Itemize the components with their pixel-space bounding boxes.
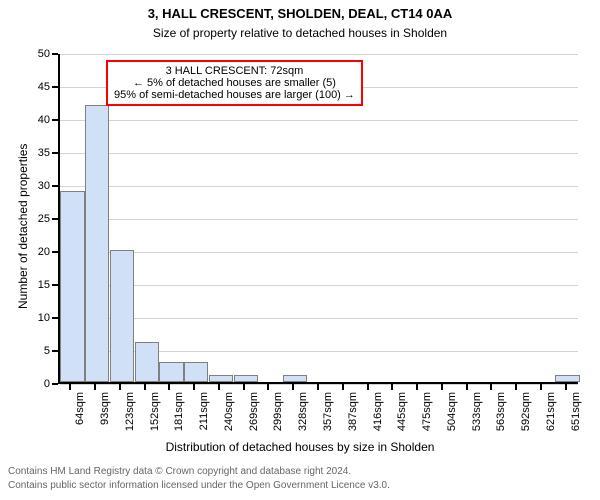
bar [159,362,183,382]
x-tick-label: 387sqm [347,392,359,431]
bar [184,362,208,382]
callout-line1: 3 HALL CRESCENT: 72sqm [114,65,355,77]
x-tick-mark [193,384,195,390]
y-tick-label: 20 [38,246,50,258]
x-tick-label: 504sqm [446,392,458,431]
gridline [60,252,578,253]
callout-box: 3 HALL CRESCENT: 72sqm← 5% of detached h… [106,60,363,106]
x-tick-mark [94,384,96,390]
bar [60,191,84,382]
x-tick-mark [490,384,492,390]
y-tick-mark [52,218,58,220]
x-tick-label: 621sqm [545,392,557,431]
callout-line2: ← 5% of detached houses are smaller (5) [114,77,355,89]
callout-line3: 95% of semi-detached houses are larger (… [114,89,355,101]
y-tick-mark [52,350,58,352]
y-tick-label: 40 [38,114,50,126]
x-tick-label: 181sqm [173,392,185,431]
gridline [60,120,578,121]
y-tick-mark [52,284,58,286]
x-tick-mark [119,384,121,390]
x-tick-mark [144,384,146,390]
gridline [60,318,578,319]
bar [209,375,233,382]
y-tick-mark [52,251,58,253]
x-tick-label: 592sqm [520,392,532,431]
bar [555,375,579,382]
x-tick-label: 651sqm [570,392,582,431]
gridline [60,219,578,220]
x-tick-label: 328sqm [297,392,309,431]
x-tick-label: 93sqm [99,392,111,425]
x-tick-label: 152sqm [149,392,161,431]
y-tick-mark [52,119,58,121]
x-tick-mark [391,384,393,390]
x-tick-mark [565,384,567,390]
y-tick-mark [52,185,58,187]
bar [135,342,159,382]
x-tick-mark [243,384,245,390]
x-tick-mark [342,384,344,390]
y-tick-mark [52,53,58,55]
bar [283,375,307,382]
gridline [60,153,578,154]
x-tick-label: 211sqm [198,392,210,430]
x-tick-label: 416sqm [372,392,384,431]
x-tick-mark [441,384,443,390]
y-tick-mark [52,383,58,385]
y-tick-label: 25 [38,213,50,225]
y-tick-label: 10 [38,312,50,324]
x-tick-label: 123sqm [124,392,136,431]
y-tick-label: 45 [38,81,50,93]
gridline [60,285,578,286]
bar [110,250,134,382]
x-tick-mark [292,384,294,390]
x-tick-mark [267,384,269,390]
x-axis-label: Distribution of detached houses by size … [0,440,600,454]
x-tick-label: 357sqm [322,392,334,431]
x-tick-mark [515,384,517,390]
x-tick-label: 240sqm [223,392,235,431]
x-tick-mark [540,384,542,390]
gridline [60,384,578,385]
x-tick-mark [466,384,468,390]
x-tick-mark [69,384,71,390]
gridline [60,186,578,187]
x-tick-label: 269sqm [248,392,260,431]
x-tick-label: 563sqm [495,392,507,431]
footer-line-1: Contains HM Land Registry data © Crown c… [8,466,351,477]
x-tick-mark [416,384,418,390]
y-tick-label: 0 [44,378,50,390]
x-tick-label: 475sqm [421,392,433,431]
footer-line-2: Contains public sector information licen… [8,480,390,491]
x-tick-mark [168,384,170,390]
y-tick-label: 35 [38,147,50,159]
y-tick-mark [52,152,58,154]
x-tick-mark [317,384,319,390]
bar [234,375,258,382]
gridline [60,54,578,55]
y-tick-mark [52,317,58,319]
y-tick-label: 50 [38,48,50,60]
x-tick-mark [367,384,369,390]
chart-title-line1: 3, HALL CRESCENT, SHOLDEN, DEAL, CT14 0A… [0,6,600,21]
y-axis-label: Number of detached properties [16,144,30,309]
x-tick-mark [218,384,220,390]
x-tick-label: 533sqm [471,392,483,431]
y-tick-label: 30 [38,180,50,192]
x-tick-label: 299sqm [272,392,284,431]
x-tick-label: 64sqm [74,392,86,425]
y-tick-label: 5 [44,345,50,357]
y-tick-mark [52,86,58,88]
bar [85,105,109,382]
y-tick-label: 15 [38,279,50,291]
chart-title-line2: Size of property relative to detached ho… [0,26,600,40]
x-tick-label: 445sqm [396,392,408,431]
